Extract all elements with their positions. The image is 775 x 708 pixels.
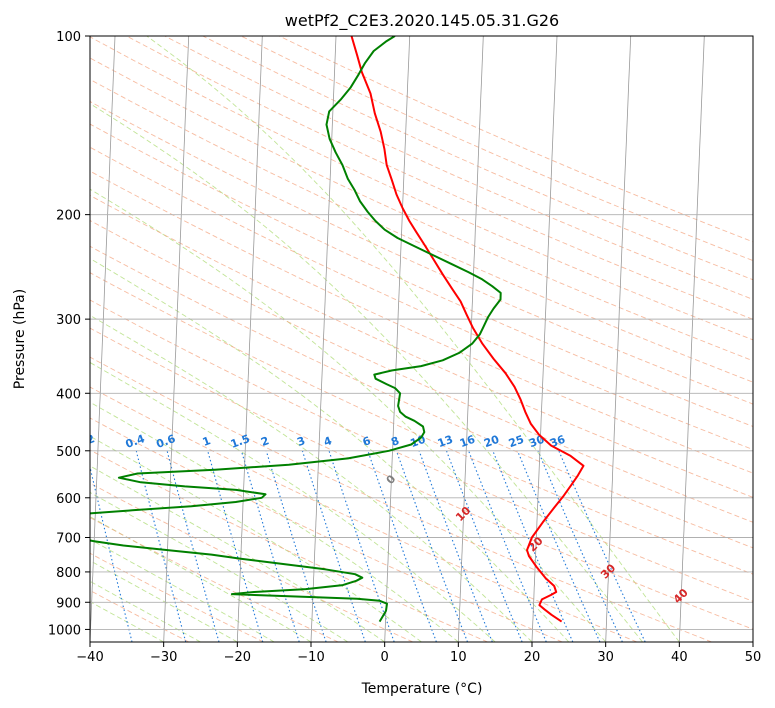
isotherm-line — [605, 36, 632, 642]
x-tick-label: 20 — [524, 650, 541, 665]
dry-adiabat-line — [90, 327, 753, 630]
mixing-ratio-label: 8 — [389, 434, 401, 449]
mixing-ratio-line — [367, 450, 437, 642]
isotherm-line — [457, 36, 484, 642]
y-tick-label: 300 — [56, 313, 81, 328]
y-tick-label: 100 — [56, 30, 81, 45]
mixing-ratio-line — [301, 450, 366, 642]
y-tick-label: 500 — [56, 445, 81, 460]
dry-adiabat-line — [90, 386, 638, 642]
moist-adiabat-line — [90, 257, 570, 642]
dry-adiabat-line — [90, 100, 753, 405]
mixing-ratio-label: 25 — [507, 433, 526, 450]
moist-adiabat-line — [90, 103, 643, 642]
dry-adiabat-line — [90, 589, 190, 642]
dry-adiabat-line — [90, 123, 753, 427]
temperature-line — [350, 36, 585, 623]
moist-adiabat-line — [90, 465, 385, 642]
moist-adiabat-line — [90, 401, 459, 642]
y-tick-label: 200 — [56, 209, 81, 224]
dry-adiabat-line — [90, 449, 488, 642]
x-tick-label: −40 — [76, 650, 103, 665]
dry-adiabat-line — [90, 417, 563, 642]
y-tick-label: 800 — [56, 566, 81, 581]
dry-adiabat-line — [90, 517, 339, 642]
isotherm-line — [384, 36, 411, 642]
mixing-ratio-label: 0.6 — [155, 432, 178, 451]
mixing-ratio-line — [492, 450, 574, 642]
mixing-ratio-line — [135, 450, 187, 642]
x-tick-label: 30 — [597, 650, 614, 665]
isotherm-line — [678, 36, 705, 642]
chart-title: wetPf2_C2E3.2020.145.05.31.G26 — [285, 11, 559, 31]
x-tick-label: −20 — [224, 650, 251, 665]
isotherms — [90, 36, 753, 642]
mixing-ratio-line — [265, 450, 327, 642]
moist-adiabat-line — [90, 361, 496, 642]
x-tick-label: 0 — [381, 650, 389, 665]
dry-adiabat-line — [90, 219, 753, 523]
mixing-ratio-line — [516, 450, 601, 642]
dry-adiabat-line — [90, 245, 753, 549]
mixing-ratio-line — [468, 450, 547, 642]
mixing-ratio-label: 13 — [436, 433, 455, 450]
isotherm-line — [310, 36, 337, 642]
mixing-ratio-label: 1 — [201, 434, 213, 449]
mixing-ratio-label: 0.4 — [124, 432, 147, 451]
mixing-ratio-label: 6 — [361, 434, 373, 449]
x-axis-ticks: −40 −30 −20 −10 0 10 20 30 40 50 — [76, 642, 761, 665]
plot-frame — [89, 35, 754, 643]
dry-adiabat-line — [90, 57, 753, 362]
dry-adiabat-line — [126, 36, 753, 320]
dry-adiabat-line — [90, 78, 753, 383]
dry-adiabat-line — [164, 36, 753, 300]
mixing-ratio-line — [207, 450, 264, 642]
mixing-ratio-label: 3 — [295, 434, 307, 449]
y-axis-label: Pressure (hPa) — [12, 289, 28, 389]
y-axis-ticks: 100 200 300 400 500 600 700 800 900 1000 — [48, 30, 90, 638]
mixing-ratio-label: 20 — [482, 433, 501, 451]
mixing-ratio-line — [240, 450, 300, 642]
plot-area: 0.10.20.40.611.52346810131620253036-100-… — [74, 36, 753, 642]
mixing-ratio-line — [395, 450, 469, 642]
x-axis-label: Temperature (°C) — [361, 681, 483, 697]
sounding-series — [90, 36, 585, 623]
moist-adiabat-line — [90, 491, 349, 642]
mixing-ratio-label: 16 — [458, 433, 477, 451]
moist-adiabat-line — [146, 36, 680, 642]
y-tick-label: 400 — [56, 387, 81, 402]
mixing-ratio-label: 1.5 — [229, 432, 252, 451]
mixing-ratio-label: 4 — [322, 434, 334, 449]
y-tick-label: 600 — [56, 492, 81, 507]
isotherm-line — [531, 36, 558, 642]
mixing-ratio-line — [166, 450, 220, 642]
dry-adiabat-line — [90, 299, 753, 602]
moist-adiabat-line — [90, 314, 533, 642]
isotherm-line — [90, 36, 116, 642]
isobars — [90, 36, 753, 630]
y-tick-label: 900 — [56, 596, 81, 611]
x-tick-label: 50 — [745, 650, 762, 665]
x-tick-label: 40 — [671, 650, 688, 665]
mixing-ratio-label: 2 — [259, 434, 271, 449]
isotherm-line — [236, 36, 263, 642]
y-tick-label: 1000 — [48, 623, 81, 638]
isotherm-line — [163, 36, 190, 642]
dewpoint-line — [90, 36, 502, 623]
dry-adiabat-line — [90, 356, 712, 642]
mixing-ratio-line — [445, 450, 523, 642]
moist-adiabat-line — [90, 188, 607, 642]
mixing-ratio-label: 0.2 — [74, 432, 97, 451]
mixing-ratio-label: 10 — [408, 433, 427, 451]
x-tick-label: −30 — [150, 650, 177, 665]
y-tick-label: 700 — [56, 532, 81, 547]
dry-adiabat-line — [90, 36, 753, 341]
x-tick-label: −10 — [297, 650, 324, 665]
x-tick-label: 10 — [450, 650, 467, 665]
